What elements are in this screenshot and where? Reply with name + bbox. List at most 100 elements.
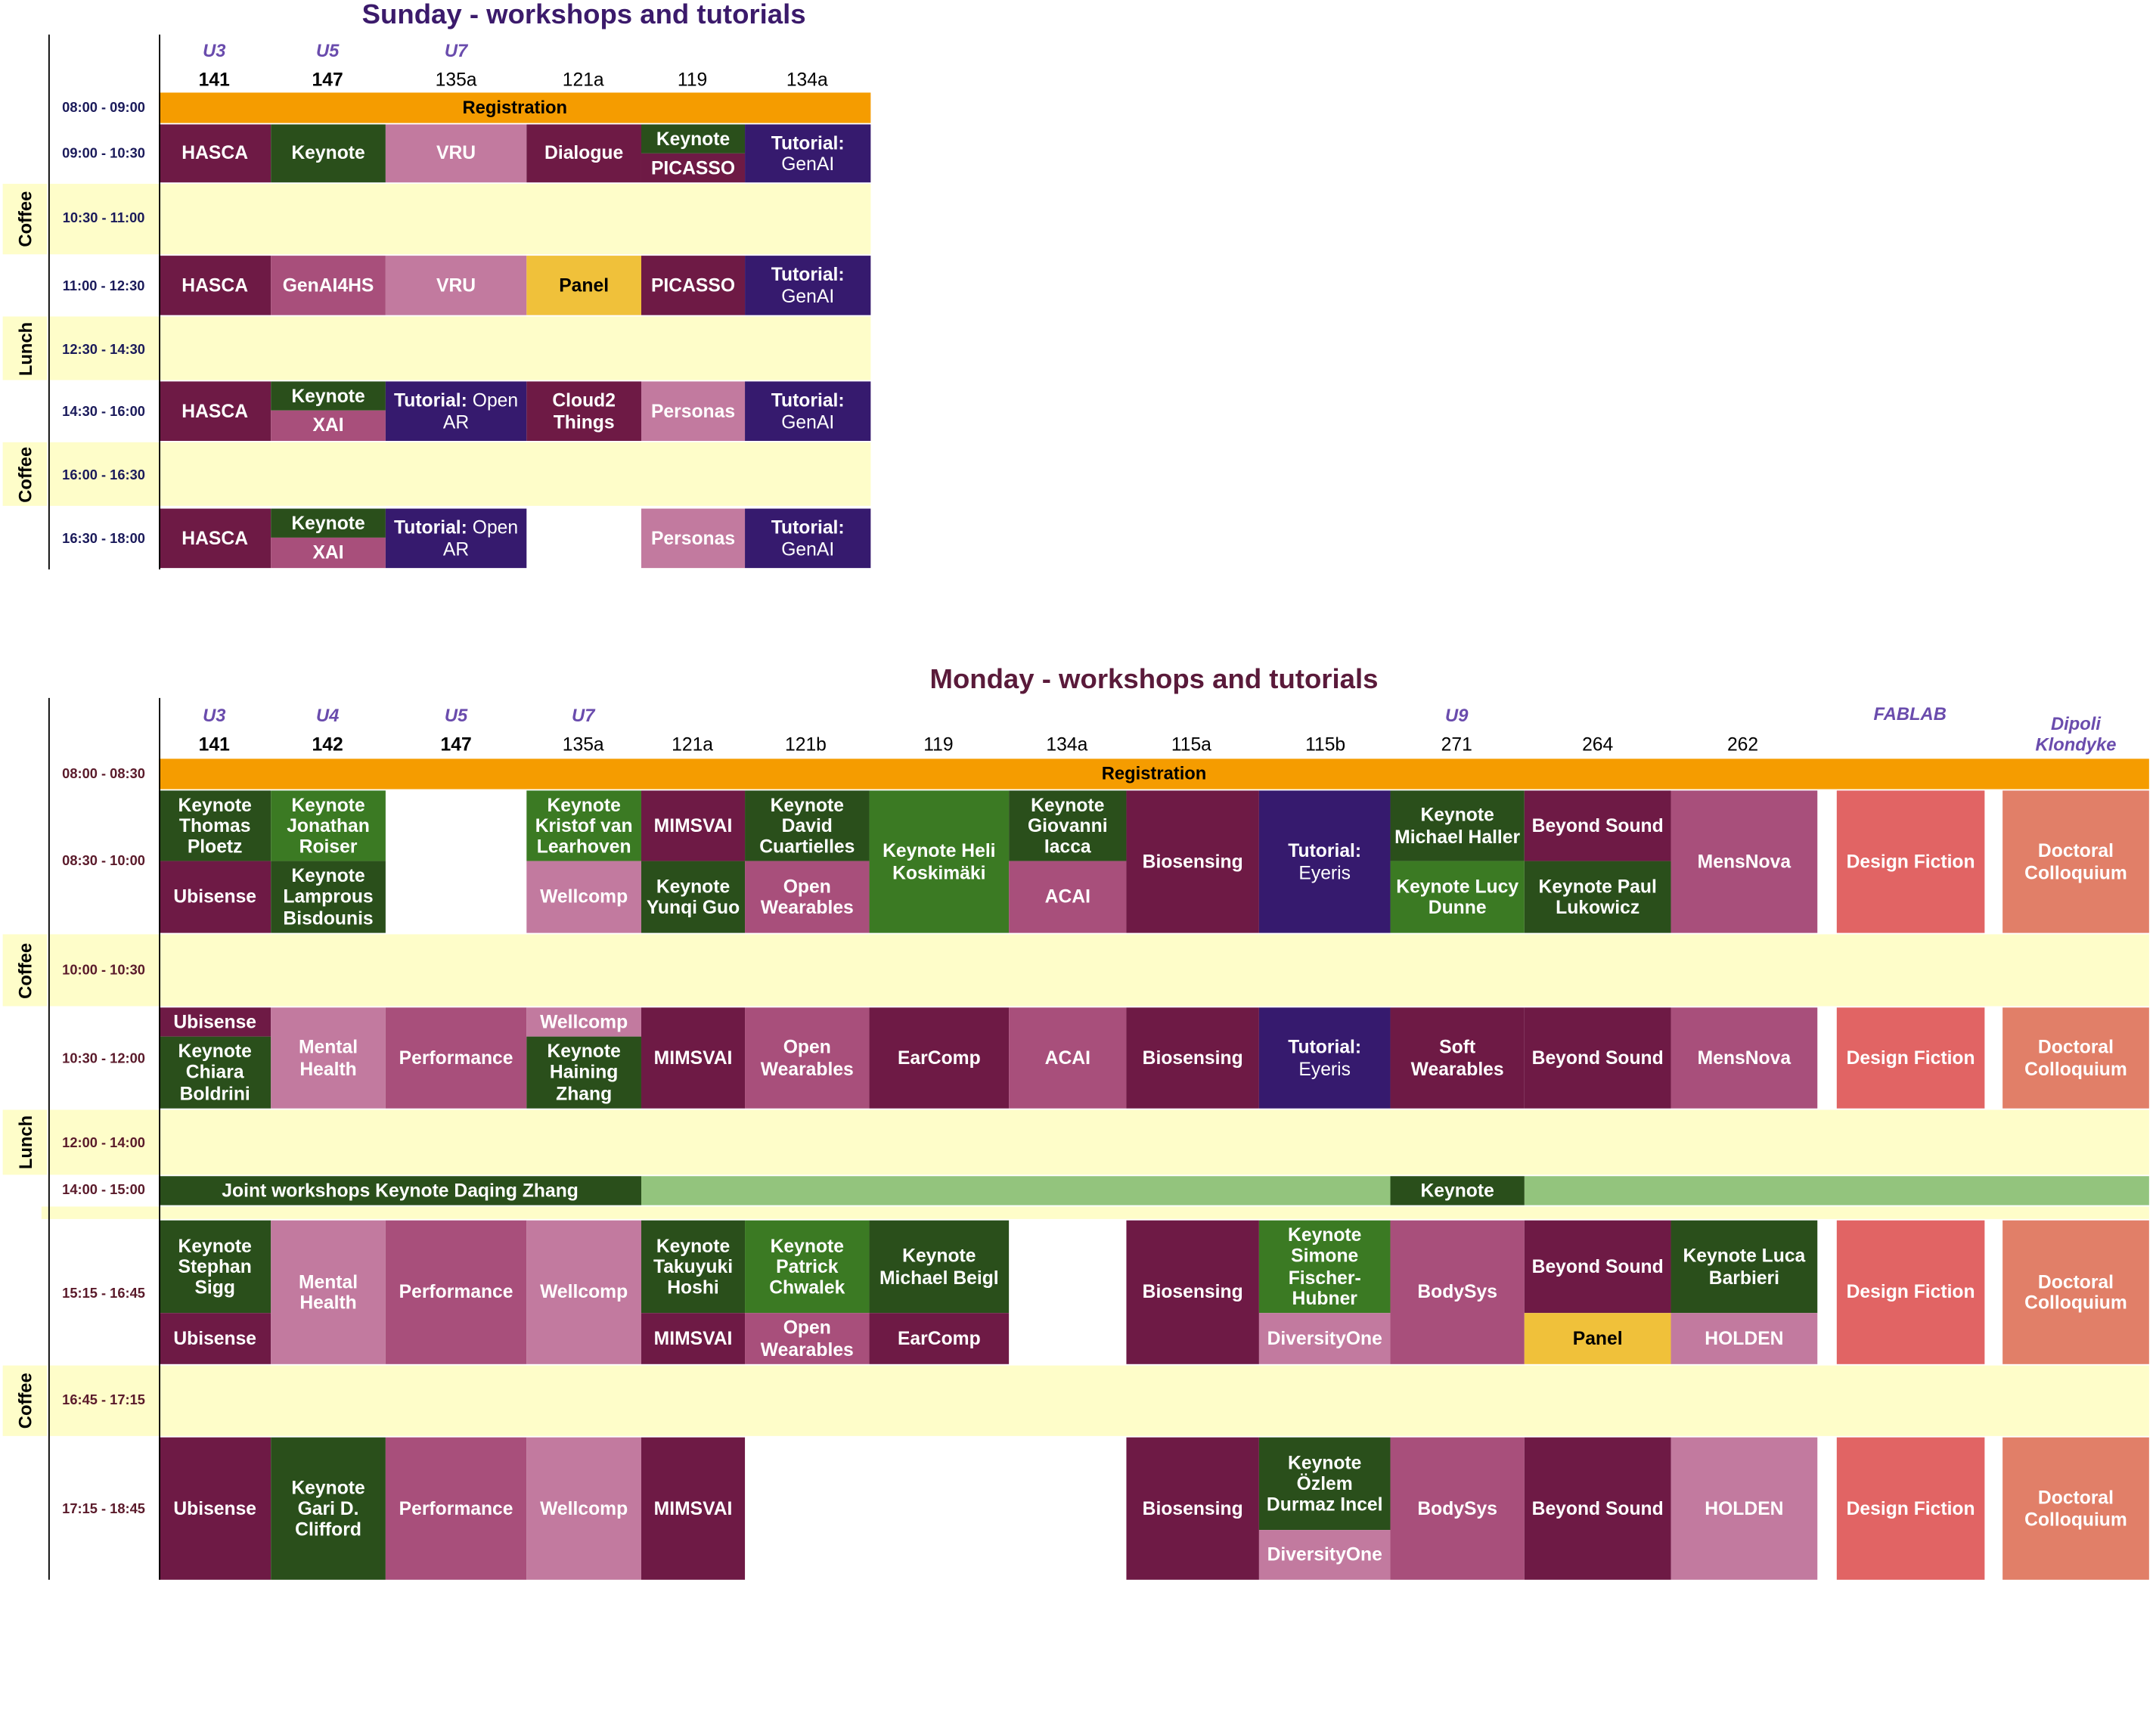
text: 17:15 - 18:45	[62, 1501, 145, 1517]
text: Keynote Lamprous Bisdounis	[283, 865, 374, 929]
text: 147	[440, 733, 472, 754]
text: MensNova	[1697, 851, 1791, 872]
text: Biosensing	[1142, 1281, 1243, 1303]
session: Joint workshops Keynote Daqing Zhang	[159, 1176, 641, 1205]
session: Keynote Lamprous Bisdounis	[271, 861, 386, 933]
text: Performance	[399, 1497, 513, 1519]
building-label: Dipoli Klondyke	[2026, 712, 2126, 755]
text: DiversityOne	[1267, 1544, 1382, 1565]
text: U3	[203, 704, 226, 725]
divider	[48, 34, 51, 569]
session: Tutorial: GenAI	[745, 381, 871, 441]
text: Wellcomp	[540, 886, 628, 907]
session: Tutorial: GenAI	[745, 124, 871, 183]
text: 271	[1441, 733, 1472, 754]
session: Keynote Chiara Boldrini	[159, 1036, 271, 1109]
session: Keynote Luca Barbieri	[1671, 1220, 1818, 1314]
text: U5	[315, 39, 340, 61]
room-label: 134a	[752, 68, 862, 90]
session: Tutorial: Open AR	[385, 508, 527, 569]
session: Keynote Paul Lukowicz	[1524, 861, 1671, 933]
session: Wellcomp	[526, 1437, 641, 1580]
text: PICASSO	[650, 275, 736, 296]
room-label: 121a	[528, 68, 638, 90]
room-label: 141	[159, 68, 269, 90]
registration: Registration	[159, 759, 2149, 790]
time-label: 12:00 - 14:00	[51, 1134, 157, 1153]
text: Wellcomp	[540, 1497, 628, 1519]
session: MIMSVAI	[641, 1437, 746, 1580]
text: Keynote Heli Koskimäki	[883, 840, 996, 883]
text: 147	[312, 68, 343, 89]
text: U7	[572, 704, 595, 725]
session: Doctoral Colloquium	[2002, 1007, 2149, 1109]
text: HASCA	[181, 275, 249, 296]
session: MIMSVAI	[641, 790, 746, 861]
building-label: U4	[278, 704, 377, 724]
text: BodySys	[1417, 1497, 1497, 1519]
session: Personas	[641, 381, 746, 441]
text: ACAI	[1044, 1047, 1090, 1069]
break-label: Coffee	[2, 442, 48, 506]
time-label: 09:00 - 10:30	[51, 144, 157, 163]
text: FABLAB	[1873, 703, 1947, 724]
text: Ubisense	[173, 886, 257, 907]
text: Biosensing	[1142, 851, 1243, 872]
session: Open Wearables	[745, 1313, 870, 1364]
session: VRU	[385, 256, 527, 315]
text: GenAI	[781, 153, 835, 175]
session: Beyond Sound	[1524, 790, 1671, 861]
room-label: 262	[1687, 733, 1798, 755]
session: Keynote Patrick Chwalek	[745, 1220, 870, 1314]
text: Personas	[650, 400, 736, 422]
text: EarComp	[897, 1328, 981, 1349]
text: Eyeris	[1298, 861, 1351, 883]
session: MIMSVAI	[641, 1007, 746, 1109]
text: 08:30 - 10:00	[62, 853, 145, 869]
text: Keynote Jonathan Roiser	[287, 794, 370, 858]
text: HASCA	[181, 527, 249, 549]
session: Design Fiction	[1836, 1437, 1985, 1580]
session: Ubisense	[159, 1007, 271, 1037]
text: Keynote Gari D. Clifford	[291, 1476, 365, 1540]
room-label: 121a	[637, 733, 748, 755]
text: 15:15 - 16:45	[62, 1286, 145, 1302]
session: Keynote Michael Beigl	[869, 1220, 1010, 1314]
text: Doctoral Colloquium	[2024, 1270, 2127, 1314]
session: Keynote Stephan Sigg	[159, 1220, 271, 1314]
session: Ubisense	[159, 1437, 271, 1580]
text: Coffee	[14, 191, 36, 247]
text: Doctoral Colloquium	[2024, 1037, 2127, 1079]
text: Tutorial:	[394, 389, 467, 411]
text: 08:00 - 08:30	[62, 766, 145, 782]
text: Keynote Michael Haller	[1394, 805, 1521, 847]
session: Performance	[385, 1220, 527, 1364]
room-label: 141	[159, 733, 269, 755]
text: Mental Health	[298, 1037, 358, 1079]
text: 121a	[562, 68, 604, 89]
text: Dialogue	[544, 142, 624, 164]
session: Open Wearables	[745, 1007, 870, 1109]
text: Ubisense	[173, 1497, 257, 1519]
session: Beyond Sound	[1524, 1220, 1671, 1314]
text: PICASSO	[650, 157, 736, 178]
text: Keynote Thomas Ploetz	[178, 794, 252, 858]
text: ACAI	[1044, 886, 1090, 907]
divider	[159, 34, 161, 569]
text: Wellcomp	[540, 1281, 628, 1303]
text: Keynote Lucy Dunne	[1396, 876, 1519, 918]
text: Sunday - workshops and tutorials	[361, 0, 806, 30]
text: U9	[1445, 704, 1469, 725]
break-label: Lunch	[2, 316, 48, 380]
session: Keynote	[271, 381, 386, 411]
text: Lunch	[14, 321, 36, 376]
text: 16:30 - 18:00	[62, 531, 145, 547]
text: 264	[1582, 733, 1614, 754]
session: Panel	[1524, 1313, 1671, 1364]
session: Ubisense	[159, 861, 271, 933]
text: GenAI	[781, 285, 835, 306]
text: Tutorial:	[771, 264, 845, 285]
text: Beyond Sound	[1531, 1256, 1664, 1277]
building-label: U3	[164, 40, 264, 60]
text: Keynote Giovanni Iacca	[1027, 794, 1108, 858]
